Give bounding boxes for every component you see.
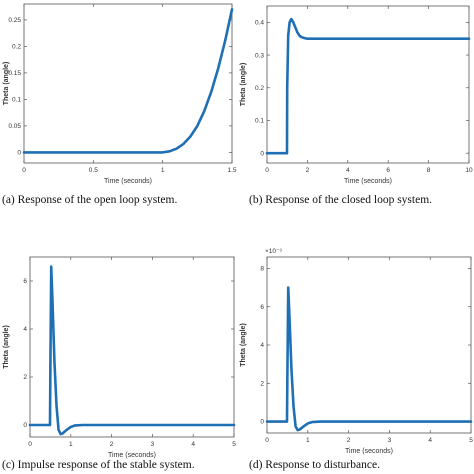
y-tick-label: 0.1 [255,118,264,125]
y-axis-label: Theta (angle) [3,62,10,106]
x-tick-label: 4 [346,167,350,174]
x-tick-label: 3 [151,441,155,448]
chart-a: 0 0.5 1 1.5 0 0.05 0.1 0.15 0.2 0.25 Time (seconds… [3,3,237,185]
x-tick-label: 2 [306,167,310,174]
x-tick-label: 1 [306,437,310,444]
y-tick-label: 0 [260,419,264,426]
panel-b: 0 2 4 6 8 10 0 0.1 0.2 0.3 0.4 Time (seconds) Theta … [237,0,474,215]
y-axis-label: Theta (angle) [240,63,247,107]
plot-frame [29,256,235,438]
x-tick-label: 1 [69,441,73,448]
series-line [265,286,473,432]
y-tick-label: 0.1 [12,97,21,104]
x-tick-label: 4 [428,437,432,444]
panel-c: 0 1 2 3 4 5 0 2 4 6 Time (seconds) Theta (angle) (c… [0,237,237,474]
plot-frame [266,256,472,434]
x-tick-label: 0 [28,441,32,448]
y-tick-label: 2 [260,380,264,387]
x-tick-label: 10 [465,167,473,174]
series-line [28,265,236,436]
series-line [22,8,234,154]
x-tick-label: 2 [347,437,351,444]
caption-c: (c) Impulse response of the stable syste… [2,459,195,471]
x-tick-label: 3 [388,437,392,444]
x-tick-label: 4 [191,441,195,448]
y-tick-label: 0.2 [255,85,264,92]
y-tick-label: 6 [260,304,264,311]
y-axis-label: Theta (angle) [240,323,247,367]
x-axis-label: Time (seconds) [108,452,156,459]
x-tick-label: 0 [265,167,269,174]
panel-d: 0 1 2 3 4 5 0 2 4 6 8 ×10⁻³ Time (seconds) Theta (ang… [237,237,474,474]
chart-d: 0 1 2 3 4 5 0 2 4 6 8 ×10⁻³ Time (seconds) Theta (ang… [240,248,473,455]
x-tick-label: 1 [161,167,165,174]
caption-a: (a) Response of the open loop system. [2,194,178,206]
chart-b: 0 2 4 6 8 10 0 0.1 0.2 0.3 0.4 Time (seconds) Theta … [240,5,473,185]
plot-frame [23,3,233,164]
y-tick-label: 6 [23,278,27,285]
y-exponent-label: ×10⁻³ [265,248,282,255]
series-line [265,17,471,155]
y-tick-label: 0.2 [12,44,21,51]
y-tick-label: 0 [17,150,21,157]
y-tick-label: 0.05 [8,123,21,130]
caption-b: (b) Response of the closed loop system. [249,194,433,206]
y-tick-label: 0 [260,150,264,157]
chart-c: 0 1 2 3 4 5 0 2 4 6 Time (seconds) Theta (angle) [3,256,236,459]
x-tick-label: 5 [232,441,236,448]
y-tick-label: 4 [23,326,27,333]
y-axis-label: Theta (angle) [3,325,10,369]
x-tick-label: 6 [386,167,390,174]
x-axis-label: Time (seconds) [344,178,392,185]
y-tick-label: 0.15 [8,70,21,77]
x-tick-label: 2 [110,441,114,448]
x-tick-label: 1.5 [227,167,236,174]
y-tick-label: 0.3 [255,52,264,59]
y-tick-label: 0 [23,422,27,429]
plot-frame [266,5,470,164]
y-tick-label: 2 [23,374,27,381]
caption-d: (d) Response to disturbance. [249,459,380,471]
panel-a: 0 0.5 1 1.5 0 0.05 0.1 0.15 0.2 0.25 Time (seconds… [0,0,237,215]
y-tick-label: 4 [260,342,264,349]
x-tick-label: 5 [469,437,473,444]
y-tick-label: 0.25 [8,17,21,24]
x-axis-label: Time (seconds) [104,178,152,185]
x-tick-label: 0.5 [89,167,98,174]
x-axis-label: Time (seconds) [345,448,393,455]
x-tick-label: 8 [427,167,431,174]
y-tick-label: 0.4 [255,20,264,27]
y-tick-label: 8 [260,266,264,273]
x-tick-label: 0 [265,437,269,444]
x-tick-label: 0 [22,167,26,174]
